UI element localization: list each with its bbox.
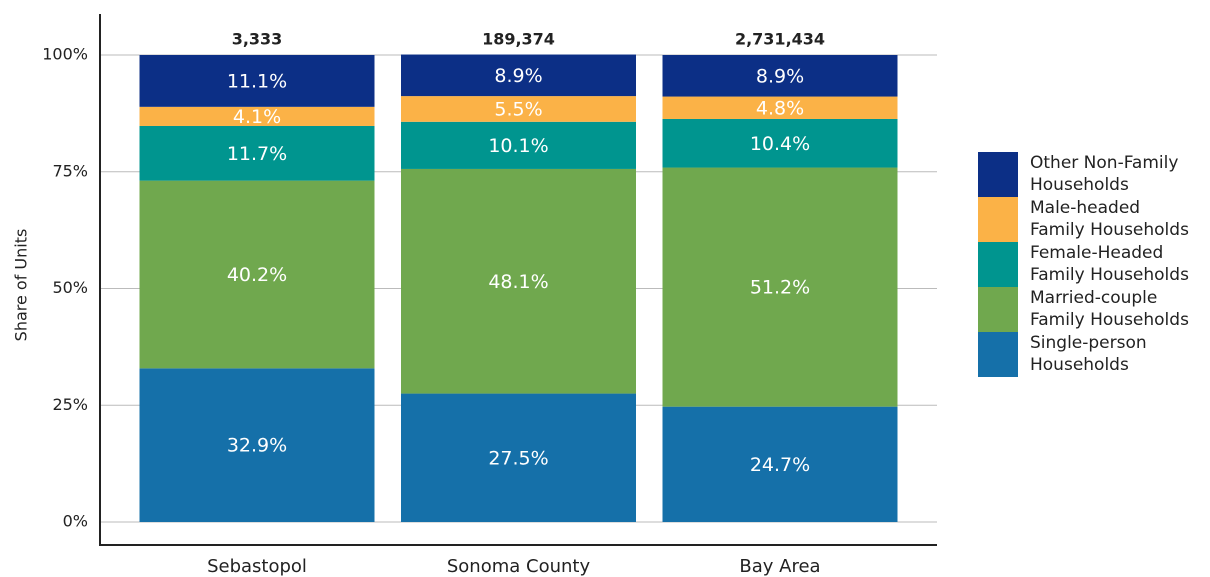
- legend-item: Other Non-Family Households: [978, 152, 1210, 197]
- legend-swatch: [978, 242, 1018, 287]
- y-tick-label: 100%: [42, 45, 88, 64]
- legend-label: Female-Headed Family Households: [1030, 243, 1189, 285]
- legend: Other Non-Family Households Male-headed F…: [978, 152, 1210, 377]
- y-tick-label: 25%: [52, 395, 88, 414]
- value-label: 4.8%: [756, 97, 804, 119]
- legend-label: Other Non-Family Households: [1030, 153, 1179, 195]
- bar-segment: [139, 180, 375, 369]
- legend-item: Single-person Households: [978, 332, 1210, 377]
- value-label: 27.5%: [488, 447, 548, 469]
- legend-swatch: [978, 332, 1018, 377]
- y-tick-label: 0%: [63, 512, 88, 531]
- value-label: 10.1%: [488, 135, 548, 157]
- value-label: 11.1%: [227, 70, 287, 92]
- legend-item: Male-headed Family Households: [978, 197, 1210, 242]
- y-tick-label: 75%: [52, 161, 88, 180]
- value-label: 10.4%: [750, 133, 810, 155]
- value-label: 5.5%: [494, 98, 542, 120]
- legend-label: Married-couple Family Households: [1030, 288, 1189, 330]
- category-label: Sonoma County: [447, 556, 591, 577]
- bar-segment: [139, 55, 375, 107]
- bar-segment: [139, 368, 375, 522]
- legend-item: Married-couple Family Households: [978, 287, 1210, 332]
- value-label: 8.9%: [756, 65, 804, 87]
- bar-segment: [662, 167, 898, 407]
- category-label: Bay Area: [739, 556, 820, 577]
- y-axis-label: Share of Units: [12, 229, 31, 342]
- bar-segment: [401, 96, 636, 122]
- value-label: 32.9%: [227, 435, 287, 457]
- total-label: 3,333: [232, 30, 283, 49]
- value-label: 40.2%: [227, 264, 287, 286]
- category-label: Sebastopol: [207, 556, 307, 577]
- value-label: 48.1%: [488, 271, 548, 293]
- value-label: 24.7%: [750, 454, 810, 476]
- value-label: 11.7%: [227, 143, 287, 165]
- bar-segment: [662, 406, 898, 522]
- legend-item: Female-Headed Family Households: [978, 242, 1210, 287]
- y-tick-label: 50%: [52, 278, 88, 297]
- bar-segment: [139, 125, 375, 181]
- bar-segment: [401, 54, 636, 97]
- value-label: 4.1%: [233, 106, 281, 128]
- value-label: 8.9%: [494, 65, 542, 87]
- value-label: 51.2%: [750, 277, 810, 299]
- legend-swatch: [978, 287, 1018, 332]
- bar-segment: [401, 121, 636, 169]
- total-label: 189,374: [482, 30, 555, 49]
- legend-label: Single-person Households: [1030, 333, 1147, 375]
- bar-segment: [139, 106, 375, 126]
- legend-label: Male-headed Family Households: [1030, 198, 1189, 240]
- legend-swatch: [978, 197, 1018, 242]
- bar-segment: [662, 96, 898, 119]
- total-label: 2,731,434: [735, 30, 825, 49]
- chart: Share of Units 0% 25% 50% 75% 100% 32.9% 40.2%…: [12, 14, 937, 577]
- bar-segment: [662, 118, 898, 168]
- bar-segment: [401, 168, 636, 394]
- legend-swatch: [978, 152, 1018, 197]
- bar-segment: [401, 393, 636, 522]
- bar-segment: [662, 55, 898, 97]
